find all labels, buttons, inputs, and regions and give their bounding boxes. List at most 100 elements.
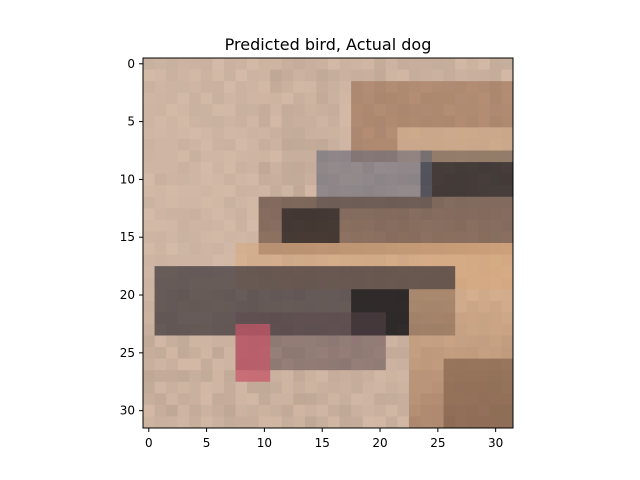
image-pixel <box>374 404 387 417</box>
image-pixel <box>455 358 468 371</box>
image-pixel <box>212 393 225 406</box>
image-pixel <box>432 81 445 94</box>
image-pixel <box>316 81 329 94</box>
image-pixel <box>304 347 317 360</box>
image-pixel <box>200 58 213 70</box>
image-pixel <box>455 347 468 360</box>
image-pixel <box>443 115 456 128</box>
image-pixel <box>455 277 468 290</box>
image-pixel <box>455 381 468 394</box>
image-pixel <box>293 196 306 209</box>
image-pixel <box>489 81 502 94</box>
image-pixel <box>489 404 502 417</box>
image-pixel <box>235 162 248 175</box>
image-pixel <box>362 196 375 209</box>
image-pixel <box>455 254 468 267</box>
image-pixel <box>293 335 306 348</box>
image-pixel <box>466 219 479 232</box>
image-pixel <box>374 335 387 348</box>
image-pixel <box>270 231 283 244</box>
image-pixel <box>455 150 468 163</box>
image-pixel <box>397 69 410 82</box>
image-pixel <box>501 289 514 302</box>
image-pixel <box>270 277 283 290</box>
image-pixel <box>397 208 410 221</box>
image-pixel <box>247 127 260 140</box>
image-pixel <box>212 208 225 221</box>
image-pixel <box>247 358 260 371</box>
image-pixel <box>501 347 514 360</box>
image-pixel <box>385 150 398 163</box>
image-pixel <box>420 277 433 290</box>
image-pixel <box>443 208 456 221</box>
image-pixel <box>258 58 271 70</box>
image-pixel <box>270 300 283 313</box>
y-tick-label: 20 <box>120 288 135 302</box>
image-pixel <box>489 358 502 371</box>
image-pixel <box>501 69 514 82</box>
image-pixel <box>247 92 260 105</box>
image-pixel <box>328 289 340 302</box>
image-pixel <box>143 381 155 394</box>
image-pixel <box>177 115 190 128</box>
figure-title: Predicted bird, Actual dog <box>225 35 432 54</box>
x-tick-label: 10 <box>257 436 272 450</box>
image-pixel <box>293 208 306 221</box>
image-pixel <box>143 173 155 186</box>
image-pixel <box>466 69 479 82</box>
image-pixel <box>270 370 283 383</box>
image-pixel <box>408 323 421 336</box>
image-pixel <box>281 104 294 117</box>
image-pixel <box>247 289 260 302</box>
image-pixel <box>489 58 502 70</box>
image-pixel <box>143 150 155 163</box>
image-pixel <box>466 104 479 117</box>
image-pixel <box>501 393 514 406</box>
image-pixel <box>443 138 456 151</box>
image-pixel <box>432 208 445 221</box>
image-pixel <box>328 196 340 209</box>
image-pixel <box>143 81 155 94</box>
image-pixel <box>223 92 236 105</box>
image-pixel <box>478 92 491 105</box>
image-pixel <box>223 254 236 267</box>
image-pixel <box>166 370 179 383</box>
image-pixel <box>466 266 479 279</box>
image-pixel <box>293 243 306 255</box>
image-pixel <box>478 323 491 336</box>
image-pixel <box>339 58 352 70</box>
image-pixel <box>304 208 317 221</box>
image-pixel <box>339 254 352 267</box>
image-pixel <box>177 231 190 244</box>
image-pixel <box>432 104 445 117</box>
image-pixel <box>489 173 502 186</box>
image-pixel <box>478 104 491 117</box>
image-pixel <box>443 81 456 94</box>
image-pixel <box>189 370 202 383</box>
image-pixel <box>408 266 421 279</box>
image-pixel <box>478 254 491 267</box>
image-pixel <box>247 300 260 313</box>
image-pixel <box>247 370 260 383</box>
image-pixel <box>177 266 190 279</box>
image-pixel <box>189 81 202 94</box>
image-pixel <box>166 58 179 70</box>
image-pixel <box>293 300 306 313</box>
image-pixel <box>235 58 248 70</box>
image-pixel <box>489 312 502 325</box>
image-pixel <box>200 347 213 360</box>
image-pixel <box>154 243 167 255</box>
image-pixel <box>258 92 271 105</box>
image-pixel <box>177 162 190 175</box>
image-pixel <box>143 323 155 336</box>
image-pixel <box>258 289 271 302</box>
image-pixel <box>200 370 213 383</box>
image-pixel <box>270 243 283 255</box>
image-pixel <box>235 416 248 429</box>
image-pixel <box>270 208 283 221</box>
image-pixel <box>420 254 433 267</box>
image-pixel <box>166 266 179 279</box>
image-pixel <box>385 416 398 429</box>
image-pixel <box>489 92 502 105</box>
image-pixel <box>223 69 236 82</box>
